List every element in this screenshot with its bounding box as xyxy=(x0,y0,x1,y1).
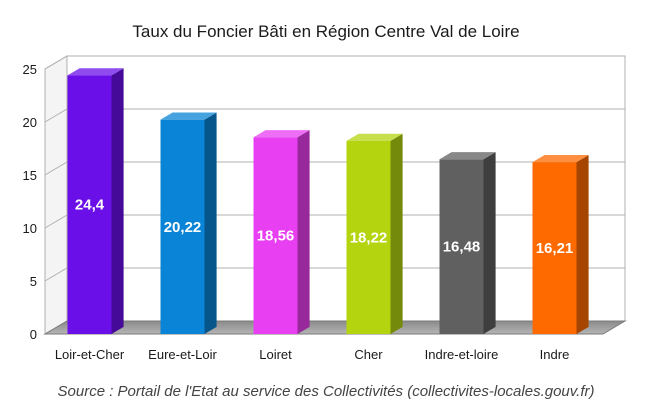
bar-front xyxy=(160,119,205,334)
bar: 20,22 xyxy=(160,112,217,334)
y-tick-label: 25 xyxy=(23,62,37,77)
bar: 16,48 xyxy=(439,152,496,334)
bar-top xyxy=(346,133,403,141)
bars: 24,4 20,22 18,56 18,22 16,48 16,21 xyxy=(67,68,589,335)
x-tick-label: Indre-et-loire xyxy=(425,347,499,362)
x-tick-label: Cher xyxy=(354,347,383,362)
bar-top xyxy=(160,112,217,120)
x-tick-label: Indre xyxy=(540,347,570,362)
bar-top xyxy=(439,152,496,160)
bar-top xyxy=(253,130,310,138)
bar-value-label: 16,21 xyxy=(536,240,574,257)
y-tick-label: 10 xyxy=(23,221,37,236)
y-tick-label: 15 xyxy=(23,168,37,183)
bar-value-label: 20,22 xyxy=(164,219,202,236)
bar-front xyxy=(67,75,112,335)
x-tick-label: Loiret xyxy=(259,347,292,362)
x-tick-label: Loir-et-Cher xyxy=(55,347,125,362)
bar-side xyxy=(390,133,403,334)
side-wall xyxy=(44,55,68,335)
bar-front xyxy=(532,162,577,334)
bar-front xyxy=(253,137,298,334)
bar-side xyxy=(111,68,124,335)
bar-side xyxy=(483,152,496,334)
bar-side xyxy=(297,130,310,334)
gridline xyxy=(44,214,625,229)
gridline xyxy=(44,55,625,70)
bar: 24,4 xyxy=(67,68,124,335)
bar-top xyxy=(67,68,124,76)
y-tick-label: 5 xyxy=(30,274,37,289)
source-note: Source : Portail de l'Etat au service de… xyxy=(58,383,595,400)
x-tick-label: Eure-et-Loir xyxy=(148,347,217,362)
x-axis-labels: Loir-et-Cher Eure-et-Loir Loiret Cher Indre-… xyxy=(55,347,570,362)
bar: 18,56 xyxy=(253,130,310,334)
bar-front xyxy=(346,140,391,334)
y-tick-label: 20 xyxy=(23,115,37,130)
gridline xyxy=(44,108,625,123)
y-axis-ticks: 0 5 10 15 20 25 xyxy=(23,62,37,342)
bar-front xyxy=(439,159,484,334)
gridline xyxy=(44,161,625,176)
bar-value-label: 16,48 xyxy=(443,239,481,256)
bar-side xyxy=(576,155,589,334)
bar-side xyxy=(204,112,217,334)
chart-title: Taux du Foncier Bâti en Région Centre Va… xyxy=(132,22,519,41)
bar-value-label: 24,4 xyxy=(75,197,105,214)
bar-value-label: 18,22 xyxy=(350,229,388,246)
gridline xyxy=(44,267,625,282)
bar-top xyxy=(532,155,589,163)
bar: 16,21 xyxy=(532,155,589,334)
bar-value-label: 18,56 xyxy=(257,228,295,245)
y-tick-label: 0 xyxy=(30,327,37,342)
gridlines xyxy=(44,55,625,282)
bar: 18,22 xyxy=(346,133,403,334)
